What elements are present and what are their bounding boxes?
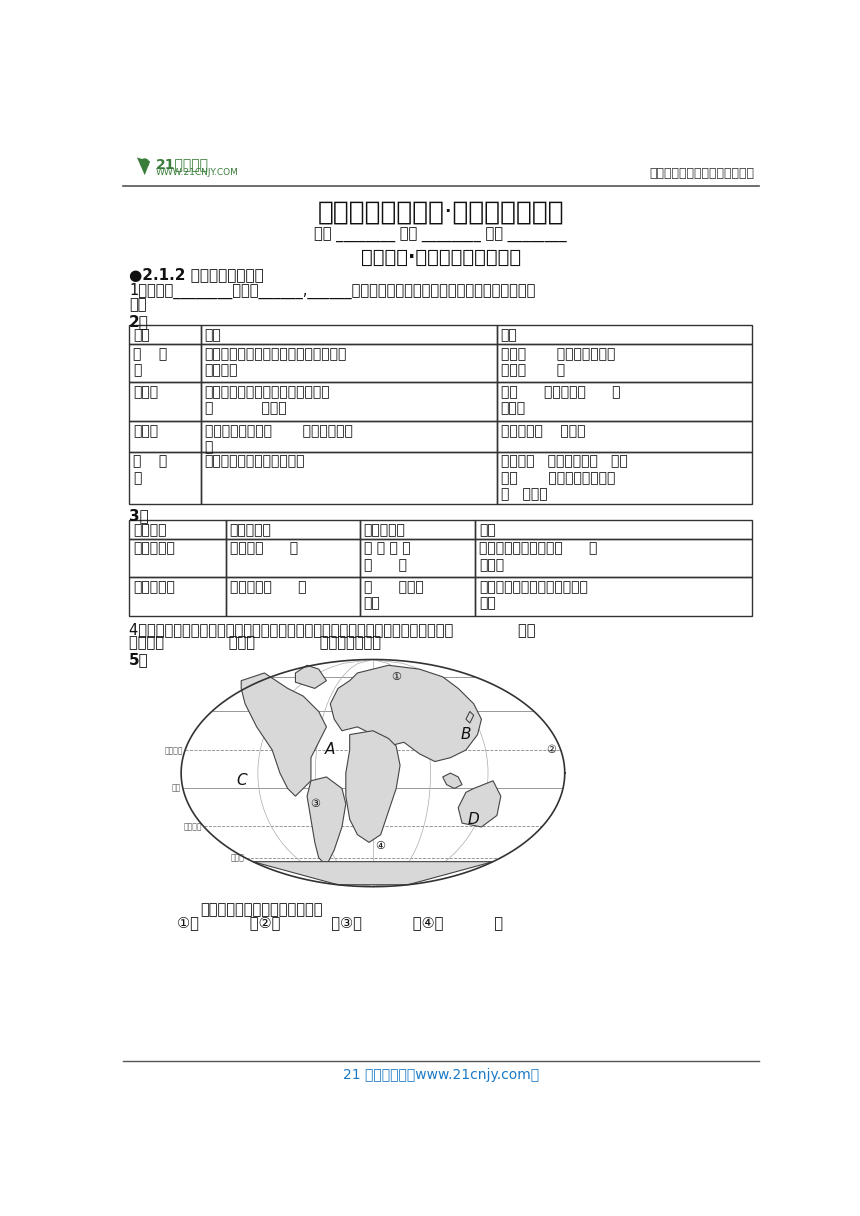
Bar (475, 520, 752, 539)
Bar (129, 382, 201, 421)
Text: ①: ① (391, 671, 401, 682)
Bar (497, 326, 752, 344)
Bar (226, 578, 359, 615)
Text: 1、海洋的________部分是______,______是海洋的边缘部分。洋远离大陆，平均水深超过: 1、海洋的________部分是______,______是海洋的边缘部分。洋远… (129, 283, 536, 299)
Polygon shape (330, 665, 482, 761)
Bar (201, 326, 497, 344)
Polygon shape (181, 659, 565, 886)
Polygon shape (253, 862, 493, 885)
Text: A: A (325, 743, 335, 758)
Text: 两侧的大洲: 两侧的大洲 (230, 523, 272, 537)
Text: 大大缩短了大西洋到（      ）
的距离: 大大缩短了大西洋到（ ） 的距离 (479, 541, 598, 572)
Bar (129, 421, 201, 451)
Text: 被亚洲、非洲、（       ）、南极洲包
围: 被亚洲、非洲、（ ）、南极洲包 围 (205, 424, 353, 454)
Text: 北回归线: 北回归线 (165, 745, 183, 755)
Bar (129, 520, 226, 539)
Bar (226, 520, 359, 539)
Text: C: C (236, 773, 247, 788)
Text: ①（           ）②（           ）③（           ）④（           ）: ①（ ）②（ ）③（ ）④（ ） (177, 916, 503, 930)
Bar (129, 451, 201, 503)
Text: B: B (461, 727, 471, 742)
Polygon shape (346, 731, 400, 843)
Bar (201, 382, 497, 421)
Bar (497, 382, 752, 421)
Text: 特点: 特点 (501, 328, 518, 343)
Text: 2、: 2、 (129, 314, 149, 328)
Polygon shape (307, 777, 346, 866)
Polygon shape (296, 665, 327, 688)
Text: 被欧洲、非洲、北美洲、南美洲、
（           ）包围: 被欧洲、非洲、北美洲、南美洲、 （ ）包围 (205, 385, 330, 416)
Text: 是沟通（              ）和（              ）的天然水道。: 是沟通（ ）和（ ）的天然水道。 (129, 636, 381, 651)
Text: （    ）
洋: （ ） 洋 (133, 347, 168, 377)
Text: 地 中 海 与
（      ）: 地 中 海 与 （ ） (364, 541, 410, 572)
Polygon shape (137, 157, 150, 175)
Text: 运河名称: 运河名称 (133, 523, 167, 537)
Bar (129, 539, 226, 578)
Text: 3、: 3、 (129, 508, 149, 524)
Text: 中小学教育资源及组卷应用平台: 中小学教育资源及组卷应用平台 (649, 168, 754, 180)
Text: 被欧洲、北美洲、亚洲包围: 被欧洲、北美洲、亚洲包围 (205, 455, 305, 468)
Bar (129, 326, 201, 344)
Text: 班级 ________ 姓名 ________ 学号 ________: 班级 ________ 姓名 ________ 学号 ________ (315, 227, 567, 242)
Text: ③: ③ (310, 799, 320, 809)
Text: ●2.1.2 海洋对人类的影响: ●2.1.2 海洋对人类的影响 (129, 268, 264, 282)
Text: 21世纪教育: 21世纪教育 (156, 157, 209, 171)
Bar (497, 421, 752, 451)
Text: 呈（      ）形，跨（      ）
度最广: 呈（ ）形，跨（ ） 度最广 (501, 385, 620, 416)
Bar (201, 421, 497, 451)
Bar (475, 578, 752, 615)
Text: 大洋: 大洋 (133, 328, 150, 343)
Text: D: D (468, 812, 480, 827)
Text: WWW.21CNJY.COM: WWW.21CNJY.COM (156, 168, 238, 178)
Text: 第二单元·人类共同生活的世界: 第二单元·人类共同生活的世界 (360, 248, 521, 266)
Text: 南回归线: 南回归线 (183, 822, 202, 831)
Text: 苏伊士运河: 苏伊士运河 (133, 541, 175, 556)
Text: 沟通的海洋: 沟通的海洋 (364, 523, 406, 537)
Bar (129, 344, 201, 382)
Text: （    ）
洋: （ ） 洋 (133, 455, 168, 485)
Polygon shape (443, 773, 462, 788)
Bar (359, 578, 475, 615)
Bar (359, 539, 475, 578)
Bar (201, 451, 497, 503)
Text: 面积最（   ），纬度最（   ），
跨（       ）最广，全部都在
（   ）半球: 面积最（ ），纬度最（ ）， 跨（ ）最广，全部都在 （ ）半球 (501, 455, 628, 501)
Text: 南极圈: 南极圈 (230, 854, 244, 863)
Text: 大大缩短了大西洋到太平洋的
距离: 大大缩短了大西洋到太平洋的 距离 (479, 580, 587, 610)
Bar (226, 539, 359, 578)
Text: 面积（       ）、岛屿最多、
水体（       ）: 面积（ ）、岛屿最多、 水体（ ） (501, 347, 615, 377)
Text: 写出图中数字所表示的大洋名称: 写出图中数字所表示的大洋名称 (200, 902, 323, 917)
Bar (201, 344, 497, 382)
Text: 被亚洲、大洋洲、北美洲、南美洲、南
极洲包围: 被亚洲、大洋洲、北美洲、南美洲、南 极洲包围 (205, 347, 347, 377)
Text: 意义: 意义 (479, 523, 495, 537)
Bar (497, 451, 752, 503)
Text: （      ）与大
平洋: （ ）与大 平洋 (364, 580, 423, 610)
Text: 米。: 米。 (129, 298, 147, 313)
Text: 巴拿马运河: 巴拿马运河 (133, 580, 175, 595)
Text: 赤道: 赤道 (172, 783, 181, 793)
Text: ④: ④ (376, 841, 385, 851)
Text: 全部都在（    ）半球: 全部都在（ ）半球 (501, 424, 585, 438)
Text: 印度洋: 印度洋 (133, 424, 158, 438)
Text: 5、: 5、 (129, 652, 149, 666)
Bar (497, 344, 752, 382)
Text: 4、海峡往往是海上的交通要道，具有极其重要的战略地位。例如，位于东南亚的（              ），: 4、海峡往往是海上的交通要道，具有极其重要的战略地位。例如，位于东南亚的（ ）， (129, 621, 536, 637)
Text: ②: ② (546, 745, 556, 755)
Text: 位置: 位置 (205, 328, 222, 343)
Bar (359, 520, 475, 539)
Polygon shape (241, 672, 327, 796)
Text: 非洲与（      ）: 非洲与（ ） (230, 541, 298, 556)
Circle shape (141, 159, 149, 167)
Text: 北美洲与（      ）: 北美洲与（ ） (230, 580, 306, 595)
Bar (475, 539, 752, 578)
Text: 大西洋: 大西洋 (133, 385, 158, 399)
Polygon shape (458, 781, 501, 827)
Text: 人文地理（上册）·课时知识点默写: 人文地理（上册）·课时知识点默写 (317, 199, 564, 226)
Text: 21 世纪教育网（www.21cnjy.com）: 21 世纪教育网（www.21cnjy.com） (342, 1069, 539, 1082)
Bar (129, 578, 226, 615)
Polygon shape (466, 711, 474, 724)
